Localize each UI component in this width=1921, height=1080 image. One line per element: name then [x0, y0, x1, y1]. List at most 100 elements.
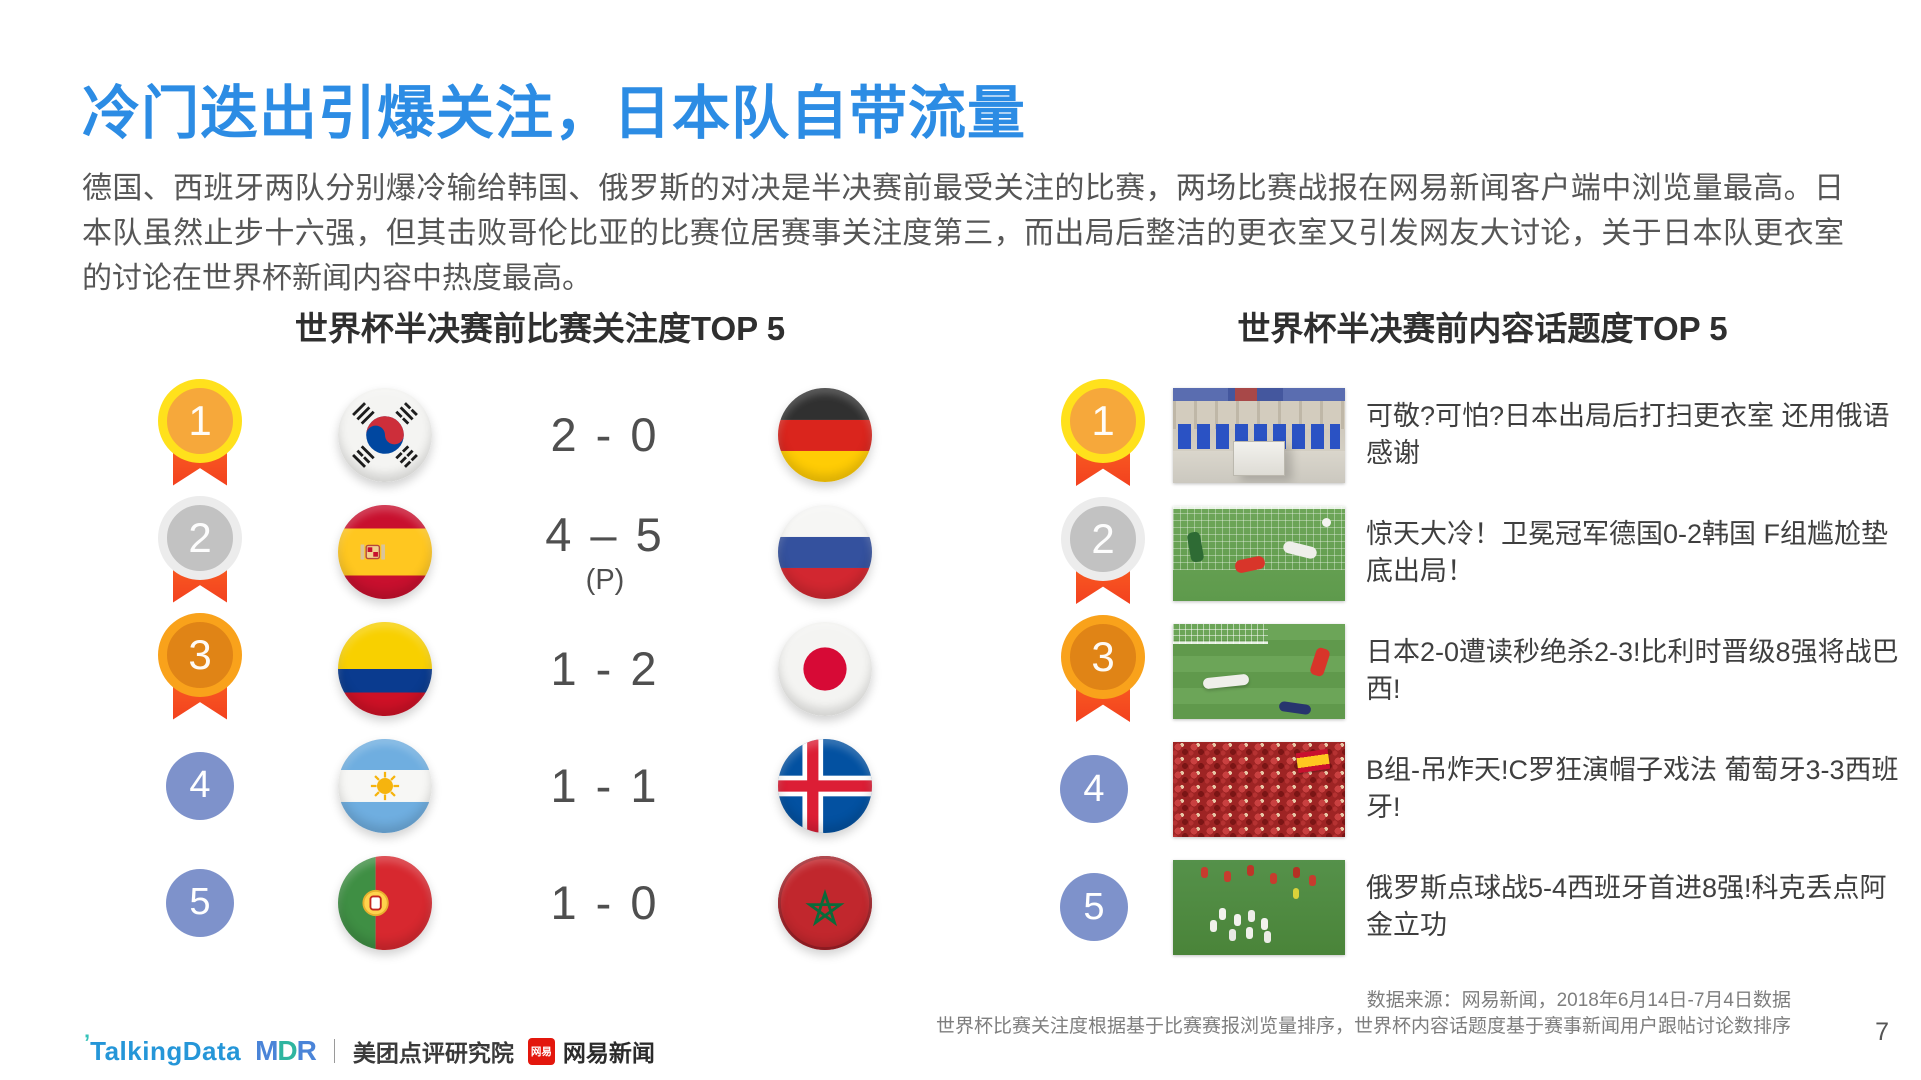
- rank-number: 3: [188, 630, 212, 678]
- match-row-2: 2 4 – 5 (P): [80, 493, 940, 610]
- match-score: 2 - 0: [550, 408, 660, 461]
- player-blue: [1278, 700, 1312, 715]
- player-red: [1309, 646, 1331, 677]
- intro-paragraph: 德国、西班牙两队分别爆冷输给韩国、俄罗斯的对决是半决赛前最受关注的比赛，两场比赛…: [82, 172, 1844, 295]
- thumb-locker-room-image: [1173, 387, 1345, 483]
- gold-medal-icon: 1: [157, 378, 243, 491]
- match-score: 1 - 0: [550, 876, 660, 929]
- medal-coin: 1: [1061, 379, 1145, 463]
- flag-germany-icon: [778, 387, 872, 482]
- goal-crossbar: [1173, 505, 1345, 509]
- flag-portugal-icon: [338, 855, 432, 950]
- mdr-letter-m: M: [255, 1035, 278, 1066]
- locker-table: [1233, 440, 1285, 476]
- rank-number: 5: [189, 881, 211, 923]
- rank-5-badge: 5: [1060, 873, 1128, 941]
- source-line-2: 世界杯比赛关注度根据基于比赛赛报浏览量排序，世界杯内容话题度基于赛事新闻用户跟帖…: [935, 1015, 1791, 1037]
- footer-logos: ’ TalkingData M D R 美团点评研究院 网易 网易新闻: [84, 1030, 655, 1068]
- medal-coin: 2: [1061, 497, 1145, 581]
- thumb-russia-celebration-image: [1173, 859, 1345, 955]
- rank-4-badge: 4: [166, 751, 234, 820]
- news-row-5: 5 俄罗斯点球战5-4西班牙首进8强!科克丢点阿金立功: [1060, 848, 1905, 966]
- medal-coin: 1: [158, 378, 242, 463]
- right-panel-heading: 世界杯半决赛前内容话题度TOP 5: [1237, 310, 1728, 347]
- match-score: 4 – 5 (P): [545, 507, 665, 596]
- flag-colombia-icon: [338, 621, 432, 716]
- bronze-medal-icon: 3: [157, 612, 243, 725]
- flag-south-korea-icon: [338, 387, 432, 482]
- flag-russia-icon: [778, 504, 872, 599]
- rank-number: 1: [1091, 397, 1115, 444]
- flag-iceland-icon: [778, 738, 872, 833]
- page-number: 7: [1875, 1018, 1889, 1046]
- match-row-5: 5 1 - 0: [80, 844, 940, 961]
- thumb-spain-fans-image: [1173, 741, 1345, 837]
- match-row-1: 1 2 - 0: [80, 376, 940, 493]
- medal-coin: 2: [158, 495, 242, 580]
- rank-number: 4: [1083, 767, 1105, 810]
- match-score: 1 - 1: [550, 759, 660, 812]
- flag-argentina-icon: [338, 738, 432, 833]
- spain-flag: [1295, 748, 1331, 773]
- news-row-4: 4 B组-吊炸天!C罗狂演帽子戏法 葡萄牙3-3西班牙!: [1060, 730, 1905, 848]
- news-headline: 惊天大冷！卫冕冠军德国0-2韩国 F组尴尬垫底出局！: [1366, 518, 1889, 586]
- rank-number: 5: [1083, 885, 1105, 928]
- news-headline: 日本2-0遭读秒绝杀2-3!比利时晋级8强将战巴西!: [1366, 636, 1899, 704]
- content-topic-panel: 世界杯半决赛前内容话题度TOP 5 1 可敬?可怕?日本出局后打扫更衣室 还用俄…: [1060, 302, 1905, 966]
- netease-news-label: 网易新闻: [562, 1040, 655, 1066]
- flag-spain-icon: [338, 504, 432, 599]
- match-score: 1 - 2: [550, 642, 660, 695]
- flag-morocco-icon: [778, 855, 872, 950]
- news-row-1: 1 可敬?可怕?日本出局后打扫更衣室 还用俄语感谢: [1060, 376, 1905, 494]
- football: [1322, 517, 1331, 527]
- page-title: 冷门迭出引爆关注，日本队自带流量: [82, 81, 1027, 146]
- gold-medal-icon: 1: [1060, 379, 1146, 491]
- mdr-letter-r: R: [296, 1035, 317, 1066]
- rank-5-badge: 5: [166, 868, 234, 937]
- news-headline: 俄罗斯点球战5-4西班牙首进8强!科克丢点阿金立功: [1366, 872, 1887, 940]
- match-row-4: 4 1 - 1: [80, 727, 940, 844]
- netease-badge-text: 网易: [530, 1045, 552, 1058]
- mdr-letter-d: D: [277, 1035, 297, 1066]
- locker-banner-accent: [1234, 387, 1258, 401]
- logo-divider: [333, 1039, 335, 1063]
- match-row-3: 3 1 - 2: [80, 610, 940, 727]
- netease-logo-icon: 网易: [527, 1037, 555, 1065]
- referee: [1293, 887, 1299, 899]
- data-source-note: 数据来源：网易新闻，2018年6月14日-7月4日数据 世界杯比赛关注度根据基于…: [936, 988, 1791, 1039]
- silver-medal-icon: 2: [1060, 497, 1146, 609]
- silver-medal-icon: 2: [157, 495, 243, 608]
- bronze-medal-icon: 3: [1060, 615, 1146, 727]
- thumb-japan-belgium-image: [1173, 623, 1345, 719]
- mdr-logo: M D R: [255, 1035, 317, 1067]
- talkingdata-tick-icon: ’: [84, 1029, 91, 1055]
- match-attention-panel: 世界杯半决赛前比赛关注度TOP 5 1: [80, 302, 940, 961]
- rank-number: 2: [1091, 515, 1115, 562]
- penalty-note: (P): [585, 563, 625, 596]
- news-row-3: 3 日本2-0遭读秒绝杀2-3!比利时晋级8强将战巴西!: [1060, 612, 1905, 730]
- goal-frame: [1173, 623, 1268, 644]
- talkingdata-wordmark: TalkingData: [90, 1035, 242, 1066]
- source-line-1: 数据来源：网易新闻，2018年6月14日-7月4日数据: [1366, 990, 1791, 1011]
- flag-japan-icon: [778, 621, 872, 716]
- news-row-2: 2 惊天大冷！卫冕冠军德国0-2韩国 F组尴尬垫底出局！: [1060, 494, 1905, 612]
- talkingdata-logo: ’ TalkingData: [84, 1030, 242, 1067]
- left-panel-heading: 世界杯半决赛前比赛关注度TOP 5: [294, 310, 786, 347]
- meituan-research-label: 美团点评研究院: [352, 1040, 514, 1066]
- medal-coin: 3: [158, 612, 242, 697]
- news-headline: 可敬?可怕?日本出局后打扫更衣室 还用俄语感谢: [1366, 400, 1890, 468]
- match-rows: 1 2 - 0: [80, 376, 940, 961]
- rank-number: 4: [189, 764, 211, 806]
- rank-number: 2: [188, 513, 212, 561]
- keeper-lying: [1202, 673, 1250, 689]
- rank-number: 1: [188, 396, 212, 444]
- players-red: [1201, 866, 1208, 878]
- players-white: [1219, 907, 1226, 920]
- rank-4-badge: 4: [1060, 755, 1128, 823]
- locker-banner: [1173, 387, 1345, 401]
- medal-coin: 3: [1061, 615, 1145, 699]
- news-rows: 1 可敬?可怕?日本出局后打扫更衣室 还用俄语感谢 2: [1060, 376, 1905, 966]
- news-headline: B组-吊炸天!C罗狂演帽子戏法 葡萄牙3-3西班牙!: [1366, 754, 1899, 822]
- rank-number: 3: [1091, 633, 1115, 680]
